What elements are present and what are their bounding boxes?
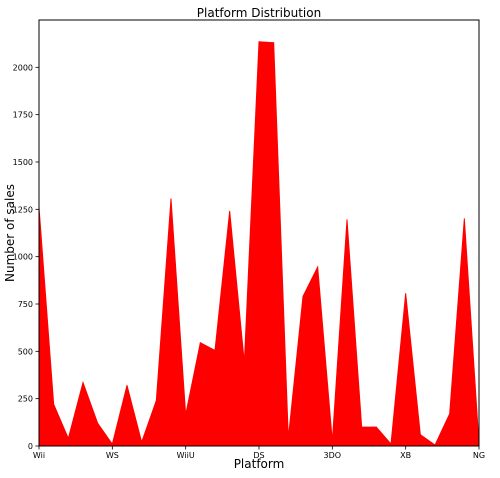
y-axis-label: Number of sales	[3, 184, 17, 282]
x-tick-label: WiiU	[177, 451, 195, 460]
data-point	[464, 218, 465, 219]
y-tick-label: 1500	[13, 158, 33, 167]
data-point	[259, 41, 260, 42]
data-point	[156, 400, 157, 401]
data-point	[244, 362, 245, 363]
data-point	[141, 442, 142, 443]
x-tick-label: 3DO	[324, 451, 342, 460]
data-point	[288, 438, 289, 439]
data-point	[449, 413, 450, 414]
data-point	[200, 342, 201, 343]
y-tick-label: 750	[18, 300, 33, 309]
x-tick-label: DS	[253, 451, 264, 460]
data-point	[405, 293, 406, 294]
data-point	[68, 438, 69, 439]
data-point	[435, 445, 436, 446]
data-point	[391, 444, 392, 445]
data-point	[53, 404, 54, 405]
data-point	[376, 427, 377, 428]
x-tick-label: NG	[473, 451, 485, 460]
data-point	[347, 219, 348, 220]
data-point	[112, 444, 113, 445]
y-tick-label: 500	[18, 347, 33, 356]
chart-title: Platform Distribution	[197, 6, 321, 20]
data-point	[185, 414, 186, 415]
plot-area: 0 250 500 750 1000 1250 1500 1750 2000 Wii WS WiiU D…	[13, 41, 485, 460]
series-area	[39, 42, 479, 446]
y-tick-label: 0	[28, 442, 33, 451]
data-point	[229, 211, 230, 212]
data-point	[97, 423, 98, 424]
data-point	[215, 350, 216, 351]
data-point	[273, 42, 274, 43]
x-tick-label: Wii	[33, 451, 45, 460]
y-tick-label: 1750	[13, 111, 33, 120]
data-point	[127, 385, 128, 386]
data-point	[317, 267, 318, 268]
data-point	[361, 427, 362, 428]
data-point	[332, 441, 333, 442]
y-tick-label: 2000	[13, 63, 33, 72]
y-tick-label: 250	[18, 395, 33, 404]
data-point	[171, 198, 172, 199]
y-tick-label: 1250	[13, 205, 33, 214]
y-tick-label: 1000	[13, 253, 33, 262]
data-point	[420, 434, 421, 435]
data-point	[303, 296, 304, 297]
data-point	[83, 382, 84, 383]
x-tick-label: XB	[400, 451, 411, 460]
x-tick-label: WS	[106, 451, 119, 460]
